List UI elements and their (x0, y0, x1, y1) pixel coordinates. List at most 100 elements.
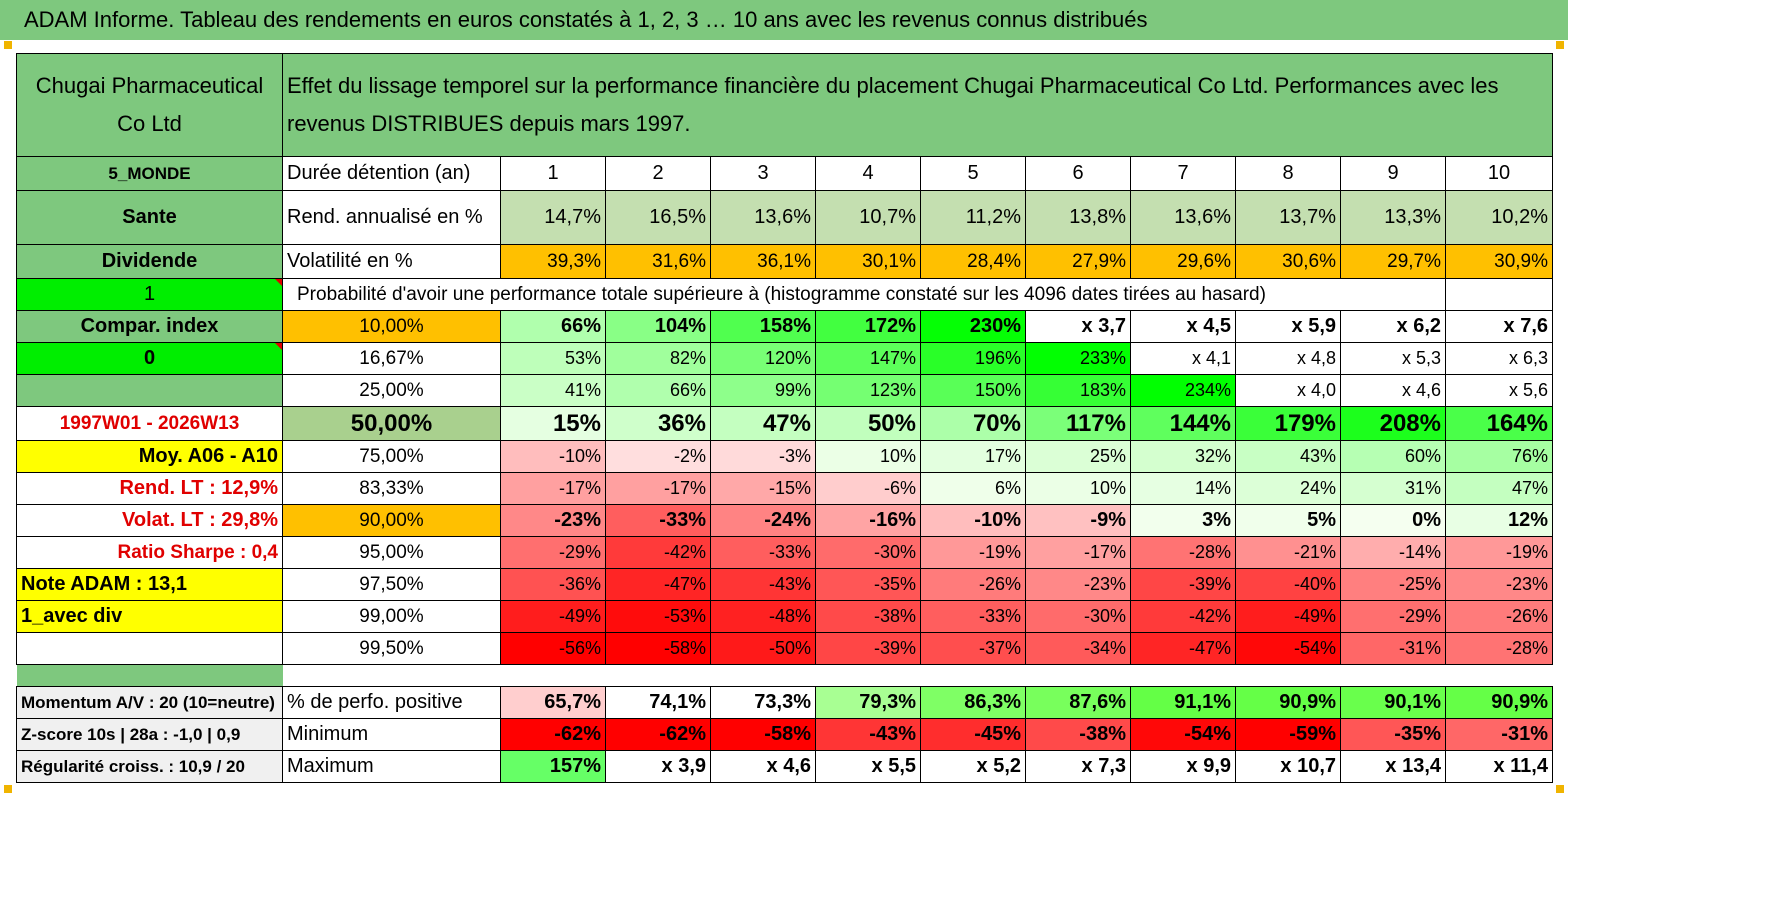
summary-cell: 0 (16, 342, 283, 375)
empty-cell (1445, 278, 1553, 311)
quantile-value: 76% (1445, 440, 1553, 473)
quantile-value: 3% (1130, 504, 1236, 537)
quantile-value: -25% (1340, 568, 1446, 601)
spacer-cell (283, 665, 1553, 687)
quantile-value: -28% (1445, 632, 1553, 665)
statistic-value: -45% (920, 718, 1026, 751)
probability-level: 50,00% (282, 406, 501, 441)
quantile-value: 208% (1340, 406, 1446, 441)
statistic-value: -35% (1340, 718, 1446, 751)
header-row: Chugai Pharmaceutical Co Ltd Effet du li… (16, 53, 1553, 157)
corner-mark (1556, 785, 1564, 793)
row-label: % de perfo. positive (282, 686, 501, 719)
quantile-value: -43% (710, 568, 816, 601)
quantile-value: -19% (1445, 536, 1553, 569)
statistic-value: -54% (1130, 718, 1236, 751)
quantile-value: -19% (920, 536, 1026, 569)
statistic-value: 65,7% (500, 686, 606, 719)
statistic-value: 73,3% (710, 686, 816, 719)
performance-table: Chugai Pharmaceutical Co Ltd Effet du li… (16, 53, 1553, 783)
quantile-value: 53% (500, 342, 606, 375)
quantile-value: -49% (1235, 600, 1341, 633)
year-header: 1 (500, 156, 606, 191)
quantile-value: x 6,2 (1340, 310, 1446, 343)
quantile-value: -42% (1130, 600, 1236, 633)
statistic-value: -38% (1025, 718, 1131, 751)
quantile-value: 0% (1340, 504, 1446, 537)
quantile-value: -56% (500, 632, 606, 665)
statistics-row: Momentum A/V : 20 (10=neutre)% de perfo.… (16, 686, 1553, 719)
corner-mark (1556, 41, 1564, 49)
quantile-value: 179% (1235, 406, 1341, 441)
statistic-value: x 4,6 (710, 750, 816, 783)
quantile-value: -33% (920, 600, 1026, 633)
probability-heading: Probabilité d'avoir une performance tota… (282, 278, 1341, 311)
category-cell: 5_MONDE (16, 156, 283, 191)
quantile-value: 234% (1130, 374, 1236, 407)
year-header: 10 (1445, 156, 1553, 191)
statistic-value: 86,3% (920, 686, 1026, 719)
quantile-row: Moy. A06 - A10 75,00% -10% -2% -3% 10% 17% 25% 3… (16, 440, 1553, 473)
quantile-row: Rend. LT : 12,9% 83,33% -17% -17% -15% -6% 6% 1… (16, 472, 1553, 505)
quantile-value: x 5,9 (1235, 310, 1341, 343)
quantile-value: 41% (500, 374, 606, 407)
quantile-row: 1_avec div 99,00% -49% -53% -48% -38% -33% -30%… (16, 600, 1553, 633)
summary-cell: Volat. LT : 29,8% (16, 504, 283, 537)
summary-cell: Rend. LT : 12,9% (16, 472, 283, 505)
statistic-value: x 7,3 (1025, 750, 1131, 783)
flag-cell: 1 (16, 278, 283, 311)
empty-cell (1340, 278, 1446, 311)
return-cell: 13,6% (710, 190, 816, 245)
table-description: Effet du lissage temporel sur la perform… (282, 53, 1553, 157)
quantile-row: 1997W01 - 2026W13 50,00% 15% 36% 47% 50% 70% 11… (16, 406, 1553, 441)
summary-cell: Note ADAM : 13,1 (16, 568, 283, 601)
summary-cell: Moy. A06 - A10 (16, 440, 283, 473)
statistic-value: -62% (500, 718, 606, 751)
quantile-value: 66% (500, 310, 606, 343)
annual-return-row: Sante Rend. annualisé en % 14,7% 16,5% 13,6%… (16, 190, 1553, 245)
quantile-row: 0 16,67% 53% 82% 120% 147% 196% 233% x 4,1 x 4,8 x… (16, 342, 1553, 375)
quantile-value: x 5,3 (1340, 342, 1446, 375)
quantile-row: Volat. LT : 29,8% 90,00% -23% -33% -24% -16% -… (16, 504, 1553, 537)
probability-level: 75,00% (282, 440, 501, 473)
quantile-value: 17% (920, 440, 1026, 473)
statistic-value: x 11,4 (1445, 750, 1553, 783)
probability-level: 99,00% (282, 600, 501, 633)
probability-level: 10,00% (282, 310, 501, 343)
volatility-row: Dividende Volatilité en % 39,3% 31,6% 36,1% 3… (16, 244, 1553, 279)
quantile-value: 25% (1025, 440, 1131, 473)
income-type-cell: Dividende (16, 244, 283, 279)
statistic-value: 87,6% (1025, 686, 1131, 719)
statistic-value: 79,3% (815, 686, 921, 719)
probability-level: 16,67% (282, 342, 501, 375)
volatility-cell: 27,9% (1025, 244, 1131, 279)
quantile-value: 104% (605, 310, 711, 343)
volatility-cell: 30,6% (1235, 244, 1341, 279)
quantile-value: -48% (710, 600, 816, 633)
quantile-value: 12% (1445, 504, 1553, 537)
quantile-value: -26% (920, 568, 1026, 601)
quantile-value: 183% (1025, 374, 1131, 407)
company-name: Chugai Pharmaceutical Co Ltd (16, 53, 283, 157)
quantile-value: x 3,7 (1025, 310, 1131, 343)
statistic-value: x 5,5 (815, 750, 921, 783)
statistic-value: -62% (605, 718, 711, 751)
quantile-value: 123% (815, 374, 921, 407)
quantile-value: -30% (815, 536, 921, 569)
quantile-value: -2% (605, 440, 711, 473)
quantile-value: x 4,0 (1235, 374, 1341, 407)
quantile-value: -17% (1025, 536, 1131, 569)
quantile-value: -31% (1340, 632, 1446, 665)
statistic-value: x 3,9 (605, 750, 711, 783)
row-label: Rend. annualisé en % (282, 190, 501, 245)
quantile-value: 120% (710, 342, 816, 375)
row-label: Durée détention (an) (282, 156, 501, 191)
years-row: 5_MONDE Durée détention (an) 1 2 3 4 5 6 7 8 9 10 (16, 156, 1553, 191)
quantile-value: -53% (605, 600, 711, 633)
quantile-value: 36% (605, 406, 711, 441)
quantile-value: -28% (1130, 536, 1236, 569)
summary-cell: 1997W01 - 2026W13 (16, 406, 283, 441)
quantile-value: -29% (1340, 600, 1446, 633)
quantile-value: 10% (1025, 472, 1131, 505)
year-header: 4 (815, 156, 921, 191)
